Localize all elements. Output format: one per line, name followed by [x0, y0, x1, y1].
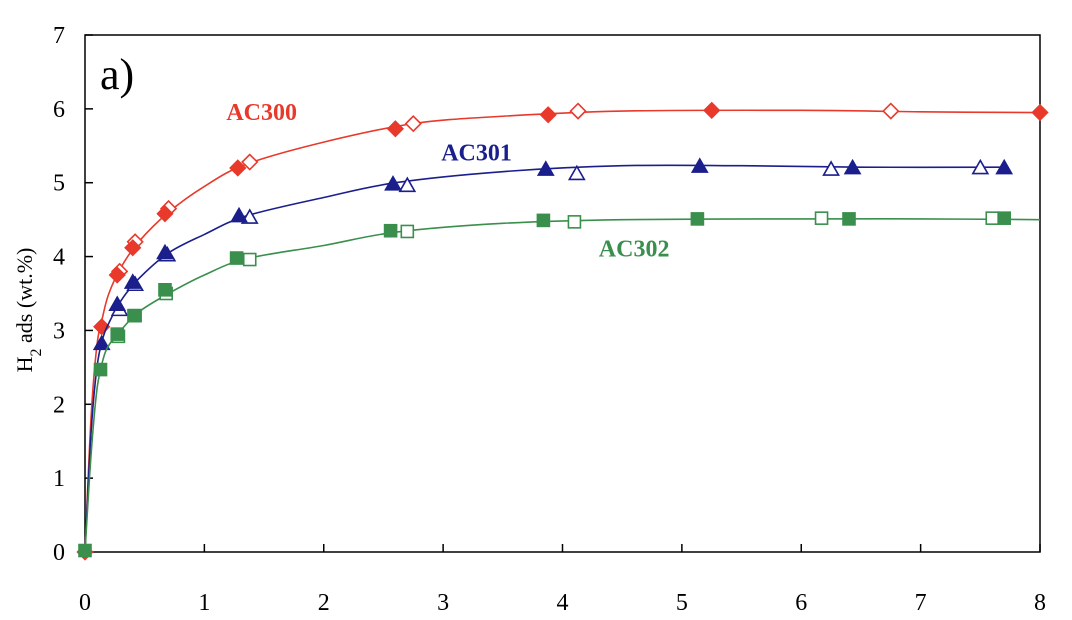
plot-area: 0 1 2 3 4 5 6 7 8 0 1 2 3 4 5 6 7 [53, 23, 1046, 616]
data-point-filled-ac302 [93, 362, 108, 377]
data-point-open-ac301 [567, 164, 586, 181]
data-point-filled-ac302 [997, 211, 1011, 225]
data-point-filled-ac300 [156, 205, 174, 223]
data-point-open-ac301 [971, 158, 990, 175]
y-axis-title-rest: ads (wt.%) [12, 248, 37, 349]
data-point-filled-ac301 [92, 334, 111, 351]
data-point-filled-ac300 [108, 266, 126, 284]
data-point-filled-ac302 [536, 213, 551, 228]
y-tick-label: 6 [53, 97, 65, 123]
data-point-filled-ac301 [108, 295, 127, 312]
y-tick-label: 5 [53, 171, 65, 197]
y-axis-title: H2 ads (wt.%) [12, 248, 45, 373]
y-tick-label: 7 [53, 23, 65, 49]
data-point-filled-ac302 [78, 543, 92, 558]
series-ac302: AC302 [78, 211, 1041, 558]
x-tick-label: 2 [318, 590, 330, 616]
data-point-open-ac302 [985, 211, 1000, 225]
series-label-ac301: AC301 [441, 141, 512, 167]
data-point-open-ac302 [814, 211, 829, 225]
data-point-open-ac302 [567, 215, 582, 229]
data-point-open-ac301 [822, 160, 840, 176]
data-point-filled-ac301 [843, 158, 862, 175]
x-tick-label: 0 [79, 590, 91, 616]
y-axis-title-subscript: 2 [28, 348, 45, 356]
y-tick-label: 0 [53, 540, 65, 566]
data-point-filled-ac301 [690, 157, 709, 173]
series-layer: AC300 AC301 AC302 [76, 100, 1049, 561]
series-ac301: AC301 [84, 141, 1014, 553]
data-point-filled-ac302 [842, 212, 856, 226]
x-tick-label: 1 [198, 590, 210, 616]
data-point-filled-ac300 [1031, 103, 1049, 122]
series-label-ac300: AC300 [226, 100, 297, 126]
data-point-filled-ac300 [229, 159, 247, 177]
x-tick-label: 4 [557, 590, 569, 616]
series-ac300: AC300 [76, 100, 1049, 561]
data-point-filled-ac301 [384, 175, 402, 191]
data-point-filled-ac301 [230, 206, 248, 223]
y-tick-label: 3 [53, 318, 65, 344]
y-tick-label: 1 [53, 466, 65, 492]
data-point-filled-ac301 [123, 273, 142, 289]
data-point-filled-ac302 [229, 251, 244, 265]
data-point-filled-ac301 [536, 160, 555, 176]
data-point-open-ac300 [241, 153, 259, 171]
x-tick-label: 3 [437, 590, 449, 616]
x-tick-label: 5 [676, 590, 688, 616]
y-tick-label: 2 [53, 392, 65, 418]
data-point-filled-ac300 [386, 120, 405, 138]
data-point-filled-ac302 [383, 223, 398, 238]
panel-label: a) [100, 50, 134, 99]
data-point-filled-ac302 [158, 283, 172, 297]
data-point-open-ac302 [400, 224, 415, 239]
data-point-filled-ac300 [539, 106, 557, 124]
data-point-filled-ac300 [124, 239, 142, 257]
data-point-open-ac300 [569, 102, 587, 120]
x-tick-label: 6 [795, 590, 807, 616]
data-point-open-ac302 [242, 252, 257, 267]
data-point-filled-ac302 [127, 308, 141, 323]
x-tick-label: 7 [915, 590, 927, 616]
data-point-filled-ac300 [703, 101, 721, 119]
data-point-open-ac300 [882, 102, 900, 120]
y-tick-label: 4 [53, 245, 65, 271]
data-point-filled-ac302 [690, 212, 705, 226]
data-point-filled-ac301 [995, 158, 1014, 175]
x-tick-label: 8 [1034, 590, 1046, 616]
data-point-open-ac300 [404, 114, 422, 133]
y-axis-title-main: H [12, 356, 37, 372]
data-point-filled-ac302 [110, 327, 125, 341]
data-point-open-ac301 [398, 176, 417, 193]
series-label-ac302: AC302 [599, 237, 670, 263]
data-point-filled-ac301 [156, 243, 174, 260]
